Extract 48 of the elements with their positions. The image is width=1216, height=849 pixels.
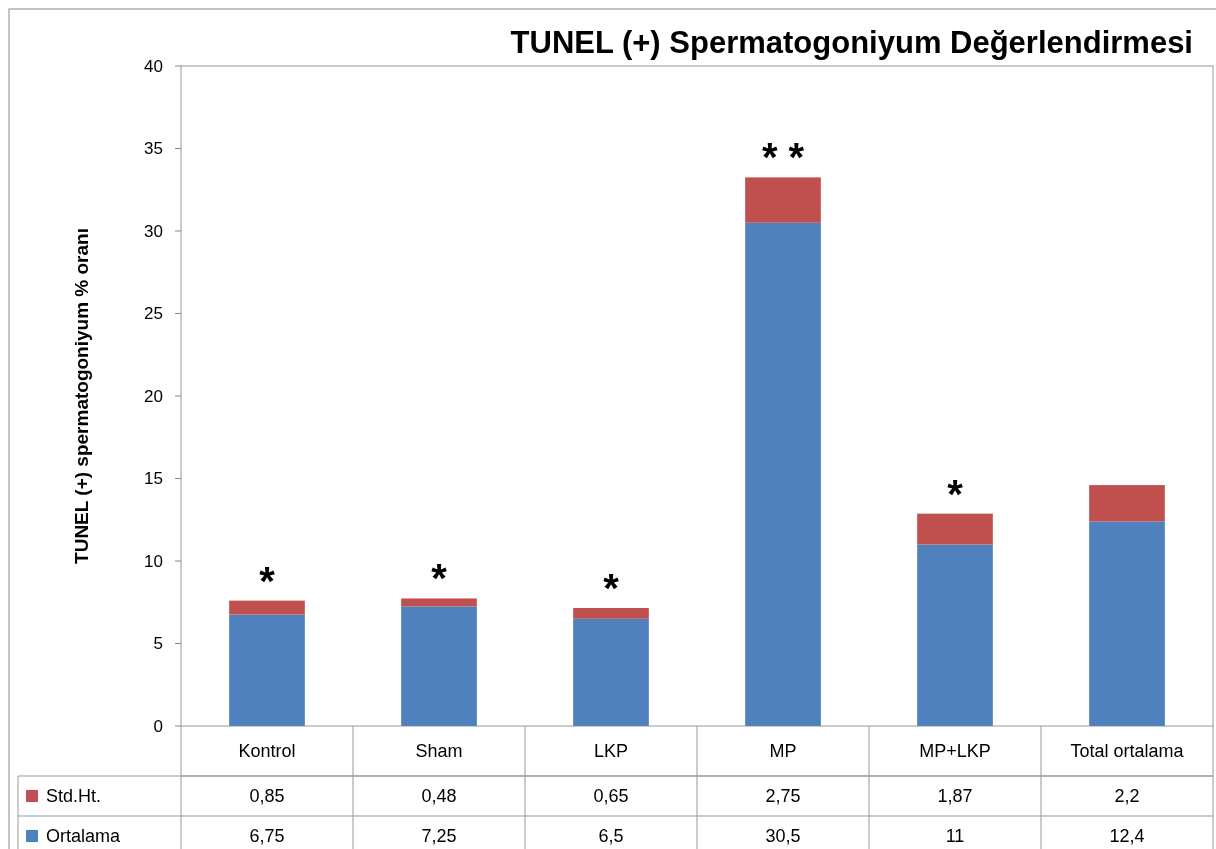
bar bbox=[229, 600, 305, 615]
data-label: 12,4 bbox=[1109, 826, 1145, 847]
y-tick-label: 0 bbox=[153, 716, 163, 736]
data-label: 7,25 bbox=[421, 826, 457, 847]
bar bbox=[917, 513, 993, 545]
bar bbox=[401, 606, 477, 726]
bar bbox=[1089, 521, 1165, 726]
y-tick-label: 35 bbox=[144, 139, 163, 159]
annotation: * bbox=[947, 471, 964, 516]
data-label: 0,48 bbox=[421, 786, 457, 807]
bar bbox=[401, 598, 477, 607]
x-tick-label: Total ortalama bbox=[1070, 741, 1185, 762]
annotation: * * bbox=[761, 135, 805, 180]
y-tick-label: 40 bbox=[144, 56, 163, 76]
bar bbox=[229, 614, 305, 726]
x-tick-label: MP+LKP bbox=[919, 741, 991, 762]
y-tick-label: 20 bbox=[144, 386, 163, 406]
bar bbox=[917, 544, 993, 726]
data-label: 11 bbox=[945, 826, 965, 847]
annotation: * bbox=[259, 558, 276, 603]
data-label: 0,85 bbox=[249, 786, 285, 807]
y-tick-label: 15 bbox=[144, 469, 163, 489]
x-tick-label: LKP bbox=[593, 741, 629, 762]
y-axis-title: TUNEL (+) spermatogoniyum % oranı bbox=[71, 228, 92, 564]
bar bbox=[573, 618, 649, 726]
y-tick-label: 10 bbox=[144, 551, 163, 571]
x-tick-label: MP bbox=[769, 741, 797, 762]
chart-title: TUNEL (+) Spermatogoniyum Değerlendirmesi bbox=[510, 25, 1193, 60]
x-tick-label: Kontrol bbox=[238, 741, 296, 762]
bar bbox=[573, 608, 649, 619]
y-tick-label: 5 bbox=[153, 634, 163, 654]
data-label: 6,5 bbox=[598, 826, 624, 847]
bar bbox=[745, 222, 821, 726]
annotation: * bbox=[603, 566, 620, 611]
x-tick-label: Sham bbox=[415, 741, 463, 762]
annotation: * bbox=[431, 556, 448, 601]
legend-label: Ortalama bbox=[46, 826, 122, 847]
data-label: 30,5 bbox=[765, 826, 801, 847]
data-label: 1,87 bbox=[937, 786, 973, 807]
data-label: 0,65 bbox=[593, 786, 629, 807]
bar bbox=[1089, 485, 1165, 522]
y-tick-label: 25 bbox=[144, 304, 163, 324]
data-label: 2,75 bbox=[765, 786, 801, 807]
data-label: 2,2 bbox=[1114, 786, 1140, 807]
legend-label: Std.Ht. bbox=[46, 786, 102, 807]
data-label: 6,75 bbox=[249, 826, 285, 847]
bar bbox=[745, 177, 821, 223]
y-tick-label: 30 bbox=[144, 221, 163, 241]
